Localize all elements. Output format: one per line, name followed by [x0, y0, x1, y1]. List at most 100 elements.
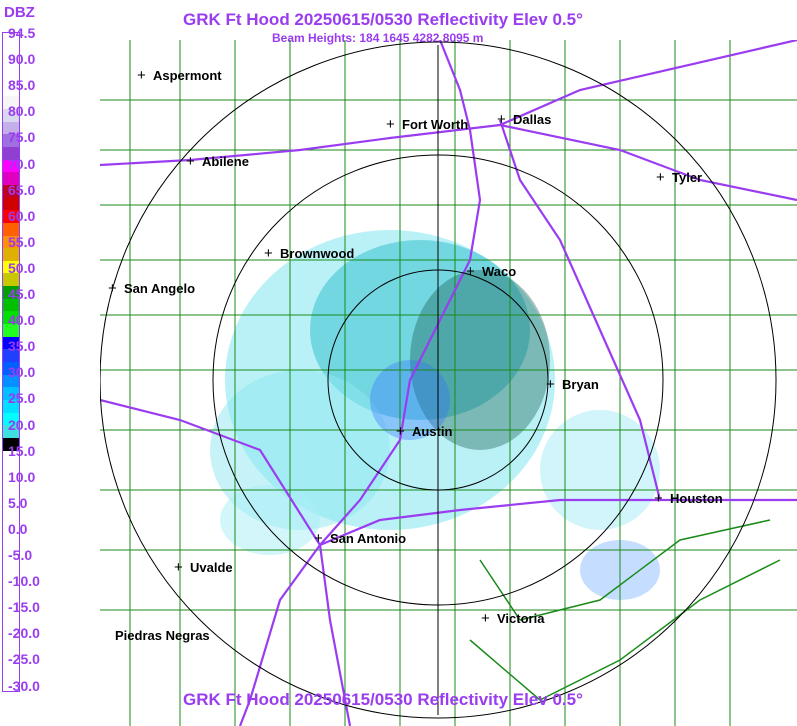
legend-label: 85.0 [8, 77, 36, 94]
legend-swatch [3, 526, 19, 540]
legend-label: 35.0 [8, 338, 36, 355]
city-label-victoria: Victoria [497, 611, 545, 626]
legend-label: 25.0 [8, 390, 36, 407]
legend-label: -15.0 [8, 599, 40, 616]
city-marker-icon: + [654, 490, 663, 507]
legend-swatch [3, 665, 19, 679]
city-marker-icon: + [466, 263, 475, 280]
legend-swatch [3, 172, 19, 185]
legend-swatch [3, 640, 19, 654]
radar-map [100, 40, 797, 726]
legend-swatch [3, 564, 19, 578]
legend-swatch [3, 260, 19, 274]
legend-label: 10.0 [8, 468, 36, 485]
legend-swatch [3, 235, 19, 249]
legend-swatch [3, 374, 19, 388]
legend-label: 90.0 [8, 51, 36, 68]
city-marker-icon: + [656, 169, 665, 186]
city-marker-icon: + [174, 559, 183, 576]
legend-swatch [3, 248, 19, 261]
legend-swatch [3, 324, 19, 337]
city-label-fort-worth: Fort Worth [402, 117, 469, 132]
legend-swatch [3, 184, 19, 198]
highways [100, 40, 797, 726]
legend-swatch [3, 159, 19, 173]
city-label-bryan: Bryan [562, 377, 599, 392]
beam-heights: Beam Heights: 184 1645 4282 8095 m [272, 31, 484, 45]
legend-swatch [3, 425, 19, 438]
city-marker-icon: + [386, 116, 395, 133]
map-title: GRK Ft Hood 20250615/0530 Reflectivity E… [183, 10, 583, 29]
legend-swatch [3, 475, 19, 489]
legend-swatch [3, 121, 19, 135]
legend-swatch [3, 45, 19, 59]
legend-swatch [3, 412, 19, 426]
city-marker-icon: + [108, 280, 117, 297]
legend-label: 80.0 [8, 103, 36, 120]
legend-color-bar [2, 32, 20, 692]
legend-swatch [3, 33, 19, 46]
legend-label: -10.0 [8, 573, 40, 590]
legend-swatch [3, 336, 19, 350]
city-label-waco: Waco [482, 264, 517, 279]
legend-label: 75.0 [8, 129, 36, 146]
legend-swatch [3, 349, 19, 363]
city-label-aspermont: Aspermont [153, 68, 222, 83]
city-marker-icon: + [546, 376, 555, 393]
city-marker-icon: + [186, 153, 195, 170]
legend-swatch [3, 577, 19, 590]
city-label-san-antonio: San Antonio [330, 531, 407, 546]
legend-swatch [3, 438, 19, 451]
legend-swatch [3, 222, 19, 236]
city-label-abilene: Abilene [202, 154, 249, 169]
legend-label: 5.0 [8, 494, 28, 511]
legend-swatch [3, 70, 19, 84]
legend-swatch [3, 602, 19, 616]
legend-label: 30.0 [8, 364, 36, 381]
legend-swatch [3, 146, 19, 160]
reflectivity-echoes [210, 230, 660, 600]
legend-swatch [3, 501, 19, 514]
legend-label: 15.0 [8, 442, 36, 459]
city-marker-icon: + [497, 111, 506, 128]
legend-swatch [3, 108, 19, 122]
city-label-austin: Austin [412, 424, 453, 439]
legend-label: 20.0 [8, 416, 36, 433]
city-label-tyler: Tyler [672, 170, 703, 185]
legend-label: 60.0 [8, 207, 36, 224]
legend-swatch [3, 197, 19, 211]
legend-label: 50.0 [8, 259, 36, 276]
city-label-houston: Houston [670, 491, 723, 506]
legend-label: 55.0 [8, 233, 36, 250]
city-label-dallas: Dallas [513, 112, 552, 127]
city-marker-icon: + [137, 67, 146, 84]
legend-swatch [3, 210, 19, 223]
legend-swatch [3, 615, 19, 628]
legend-swatch [3, 513, 19, 527]
legend-swatch [3, 488, 19, 502]
legend-swatch [3, 298, 19, 312]
city-marker-icon: + [264, 245, 273, 262]
city-marker-icon: + [481, 610, 490, 627]
legend-swatch [3, 83, 19, 97]
legend-swatch [3, 96, 19, 109]
legend-label: 45.0 [8, 286, 36, 302]
city-marker-icon: + [314, 530, 323, 547]
city-label-san-angelo: San Angelo [124, 281, 196, 296]
legend-label: -20.0 [8, 625, 40, 642]
legend-label: 94.5 [8, 25, 36, 41]
city-marker-icon: + [396, 423, 405, 440]
dbz-legend: DBZ 94.5 90.0 85.0 80.0 75.0 70.0 65.0 60.0 55.0… [0, 0, 60, 726]
legend-swatch [3, 678, 19, 692]
city-label-uvalde: Uvalde [190, 560, 233, 575]
map-footer-title: GRK Ft Hood 20250615/0530 Reflectivity E… [183, 690, 583, 709]
legend-unit: DBZ [4, 4, 35, 21]
legend-label: 70.0 [8, 155, 36, 172]
city-label-piedras-negras: Piedras Negras [115, 628, 210, 643]
legend-swatch [3, 286, 19, 299]
legend-label: -30.0 [8, 677, 40, 694]
legend-label: 65.0 [8, 181, 36, 198]
city-label-brownwood: Brownwood [280, 246, 355, 261]
legend-label: -5.0 [8, 547, 33, 563]
legend-swatch [3, 400, 19, 413]
